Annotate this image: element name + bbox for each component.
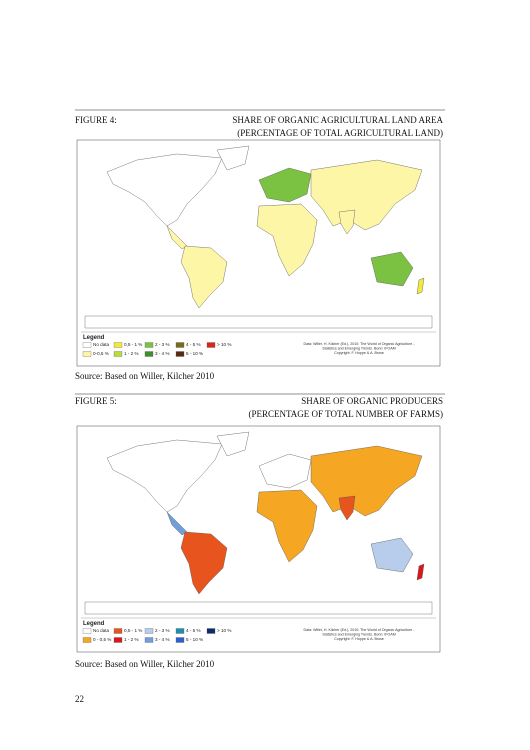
legend-swatch (175, 637, 185, 643)
legend-swatch (144, 637, 154, 643)
page-number: 22 (75, 694, 84, 704)
land (106, 439, 223, 513)
legend-label: 4 - 5 % (186, 342, 201, 347)
legend-title: Legend (83, 621, 105, 627)
source: Source: Based on Willer, Kilcher 2010 (75, 371, 215, 381)
legend-swatch (113, 628, 123, 634)
legend-label: 2 - 3 % (155, 628, 170, 633)
legend-label: 2 - 3 % (155, 342, 170, 347)
land (216, 145, 250, 171)
legend-swatch (82, 637, 92, 643)
land (256, 203, 318, 277)
land (416, 277, 425, 295)
legend-label: > 10 % (217, 628, 231, 633)
legend-label: 3 - 4 % (155, 351, 170, 356)
figure-title: SHARE OF ORGANIC PRODUCERS (301, 396, 443, 406)
legend-swatch (113, 351, 123, 357)
credit-line: Copyright: F. Hoppe & A. Brose (334, 637, 384, 641)
legend-label: 4 - 5 % (186, 628, 201, 633)
legend-swatch (113, 637, 123, 643)
credit-line: Statistics and Emerging Trends. Bonn: IF… (322, 633, 396, 637)
legend-label: No data (93, 342, 110, 347)
land (180, 245, 228, 309)
legend-swatch (82, 351, 92, 357)
land (84, 601, 433, 615)
legend-swatch (175, 351, 185, 357)
legend-swatch (113, 342, 123, 348)
credit-line: Copyright: F. Hoppe & A. Brose (334, 351, 384, 355)
land (370, 251, 414, 287)
legend-label: 5 - 10 % (186, 637, 203, 642)
legend-label: > 10 % (217, 342, 231, 347)
figure-title: (PERCENTAGE OF TOTAL NUMBER OF FARMS) (249, 409, 444, 419)
legend-swatch (144, 342, 154, 348)
figure-label: FIGURE 5: (75, 396, 117, 406)
credit-line: Data: Willer, H. Kilcher (Ed.), 2010: Th… (304, 342, 416, 346)
legend-label: 1 - 2 % (124, 351, 139, 356)
land (180, 531, 228, 595)
credit-line: Statistics and Emerging Trends. Bonn: IF… (322, 347, 396, 351)
legend-label: 0-0,5 % (93, 351, 109, 356)
legend-label: No data (93, 628, 110, 633)
land (370, 537, 414, 573)
figure-title: (PERCENTAGE OF TOTAL AGRICULTURAL LAND) (237, 128, 443, 138)
legend-swatch (82, 628, 92, 634)
figure-label: FIGURE 4: (75, 115, 117, 125)
legend-label: 0,5 - 1 % (124, 628, 142, 633)
legend-title: Legend (83, 335, 105, 341)
land (310, 159, 423, 231)
land (338, 495, 356, 521)
legend-label: 3 - 4 % (155, 637, 170, 642)
legend-label: 0,5 - 1 % (124, 342, 142, 347)
land (338, 209, 356, 235)
legend-swatch (175, 342, 185, 348)
legend-swatch (144, 628, 154, 634)
legend-label: 1 - 2 % (124, 637, 139, 642)
legend-swatch (206, 628, 216, 634)
land (84, 315, 433, 329)
figure-title: SHARE OF ORGANIC AGRICULTURAL LAND AREA (232, 115, 443, 125)
land (256, 489, 318, 563)
land (216, 431, 250, 457)
land (106, 153, 223, 227)
legend-swatch (175, 628, 185, 634)
legend-swatch (206, 342, 216, 348)
legend-label: 5 - 10 % (186, 351, 203, 356)
land (310, 445, 423, 517)
land (416, 563, 425, 581)
credit-line: Data: Willer, H. Kilcher (Ed.), 2010: Th… (304, 628, 416, 632)
legend-swatch (144, 351, 154, 357)
legend-label: 0 - 0,5 % (93, 637, 111, 642)
source: Source: Based on Willer, Kilcher 2010 (75, 659, 215, 669)
land (258, 453, 312, 489)
land (258, 167, 312, 203)
legend-swatch (82, 342, 92, 348)
